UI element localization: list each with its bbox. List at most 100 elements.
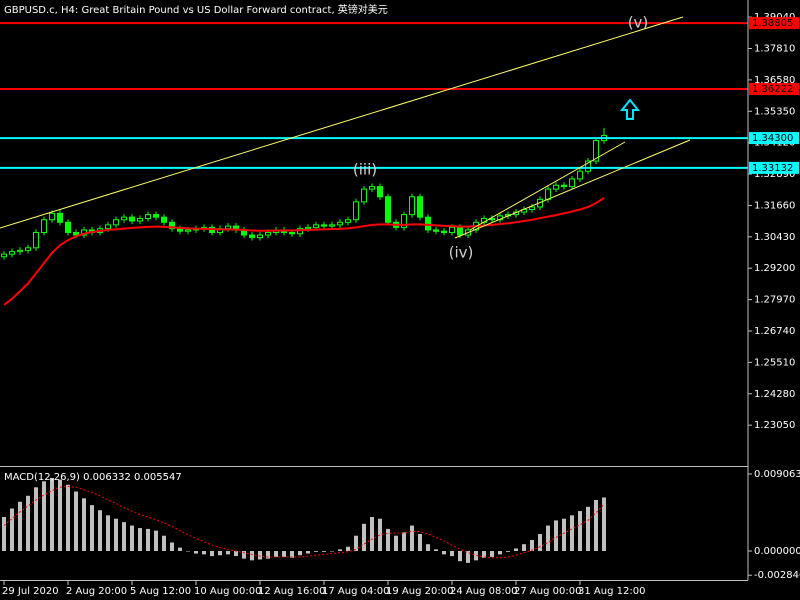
histogram-bar (2, 517, 6, 552)
x-tick-label: 27 Aug 00:00 (514, 586, 581, 597)
x-tick-label: 5 Aug 12:00 (130, 586, 191, 597)
histogram-bar (346, 546, 350, 552)
candle-body (569, 178, 575, 188)
candle-body (409, 196, 415, 216)
trend-line (469, 141, 626, 231)
candle-body (225, 225, 231, 230)
histogram-bar (554, 520, 558, 552)
histogram-bar (386, 528, 390, 552)
wave-label: (iv) (449, 244, 474, 262)
histogram-bar (314, 551, 318, 552)
price-level-label: 1.34300 (752, 133, 793, 144)
candle-body (249, 234, 255, 239)
histogram-bar (570, 515, 574, 552)
candle-body (377, 186, 383, 198)
histogram-bar (490, 551, 494, 557)
candle-body (337, 221, 343, 226)
candle-body (449, 226, 455, 233)
indicator-title: MACD(12,26,9) 0.006332 0.005547 (4, 472, 182, 483)
histogram-bar (498, 551, 502, 555)
histogram-bar (90, 505, 94, 552)
histogram-bar (330, 551, 334, 552)
x-tick-label: 17 Aug 04:00 (322, 586, 389, 597)
price-level-label: 1.38805 (752, 18, 793, 29)
x-tick-label: 2 Aug 20:00 (66, 586, 127, 597)
x-tick-label: 12 Aug 16:00 (258, 586, 325, 597)
candle-body (161, 216, 167, 223)
candle-body (185, 229, 191, 232)
candle-body (41, 219, 47, 233)
y-tick-label: 1.32890 (754, 169, 795, 180)
trend-line (0, 16, 684, 229)
candle-body (289, 231, 295, 235)
candle-body (121, 216, 127, 221)
candle-body (545, 188, 551, 200)
candle-body (153, 214, 159, 218)
price-level-tag (749, 132, 799, 145)
candle-body (401, 214, 407, 228)
candle-body (65, 221, 71, 233)
histogram-bar (106, 515, 110, 552)
histogram-bar (274, 551, 278, 557)
candle-body (257, 234, 263, 239)
y-tick-label: 1.27970 (754, 295, 795, 306)
histogram-bar (322, 551, 326, 552)
histogram-bar (578, 511, 582, 552)
histogram-bar (474, 551, 478, 561)
price-level-tag (749, 83, 799, 96)
histogram-bar (234, 551, 238, 557)
histogram-bar (466, 551, 470, 563)
histogram-bar (10, 508, 14, 552)
histogram-bar (250, 551, 254, 561)
histogram-bar (514, 548, 518, 552)
candle-body (25, 247, 31, 251)
candle-body (177, 228, 183, 232)
histogram-bar (282, 551, 286, 557)
candle-body (169, 221, 175, 230)
candle-body (313, 224, 319, 228)
price-level-tag (749, 17, 799, 30)
histogram-bar (362, 523, 366, 552)
histogram-bar (602, 497, 606, 552)
histogram-bar (82, 498, 86, 552)
candle-body (265, 231, 271, 236)
histogram-bar (26, 495, 30, 552)
candle-body (433, 229, 439, 232)
histogram-bar (394, 535, 398, 552)
x-tick-label: 10 Aug 00:00 (194, 586, 261, 597)
histogram-bar (258, 551, 262, 560)
histogram-bar (442, 551, 446, 555)
y-tick-label: 1.29200 (754, 263, 795, 274)
candle-body (57, 212, 63, 223)
histogram-bar (114, 518, 118, 552)
histogram-bar (546, 525, 550, 552)
histogram-bar (154, 530, 158, 552)
histogram-bar (482, 551, 486, 558)
histogram-bar (122, 522, 126, 552)
candle-body (113, 219, 119, 226)
candle-body (129, 216, 135, 222)
histogram-bar (378, 518, 382, 552)
histogram-bar (298, 551, 302, 556)
candle-body (9, 251, 15, 255)
candle-body (553, 184, 559, 190)
candle-body (561, 184, 567, 188)
histogram-bar (530, 539, 534, 552)
trend-line (454, 139, 691, 239)
histogram-bar (202, 551, 206, 555)
histogram-bar (98, 510, 102, 552)
y-tick-label: 1.31660 (754, 200, 795, 211)
candle-body (417, 196, 423, 218)
y-tick-label: 1.35350 (754, 106, 795, 117)
candle-body (329, 224, 335, 227)
histogram-bar (458, 551, 462, 562)
candle-body (1, 253, 7, 258)
y-tick-label: 1.37810 (754, 43, 795, 54)
histogram-bar (410, 525, 414, 552)
y-tick-label: 1.25510 (754, 357, 795, 368)
histogram-bar (290, 551, 294, 558)
candle-body (369, 186, 375, 190)
price-level-label: 1.33132 (752, 163, 793, 174)
